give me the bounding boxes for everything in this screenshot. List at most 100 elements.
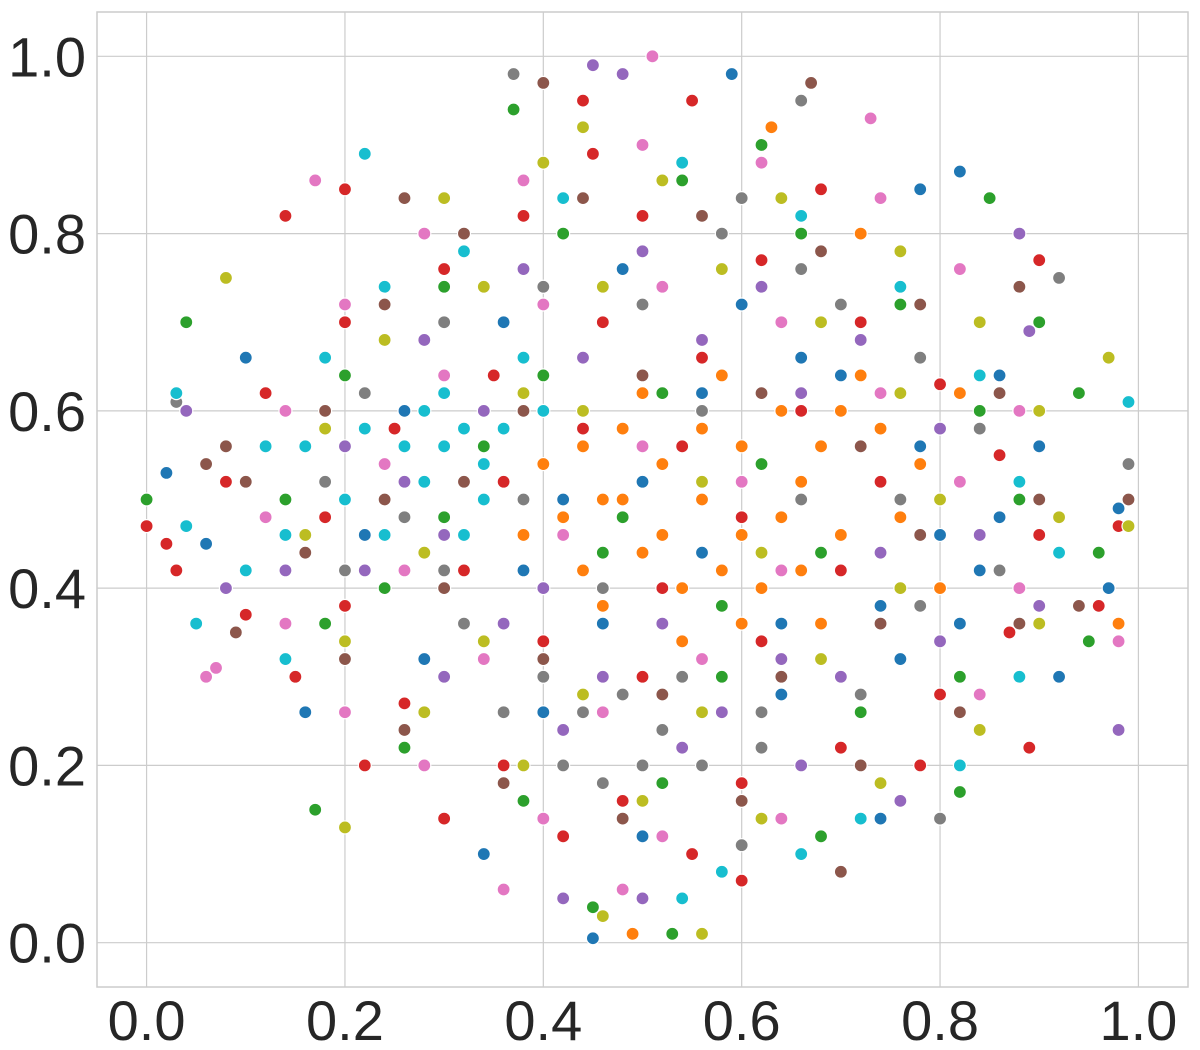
scatter-point [734, 616, 749, 631]
scatter-point [377, 332, 392, 348]
scatter-point [278, 616, 293, 631]
scatter-point [655, 616, 670, 631]
scatter-point [397, 191, 412, 206]
scatter-point [437, 191, 452, 206]
scatter-point [1022, 323, 1037, 339]
scatter-point [536, 279, 551, 294]
scatter-point [932, 634, 948, 649]
scatter-point [635, 244, 650, 259]
scatter-point [714, 864, 729, 879]
scatter-point [288, 669, 303, 684]
scatter-point [199, 536, 214, 551]
scatter-point [794, 492, 809, 507]
scatter-point [675, 439, 690, 454]
plot-area-frame [96, 11, 1189, 988]
scatter-point [169, 386, 184, 401]
scatter-point [179, 315, 194, 330]
scatter-point [397, 563, 412, 578]
scatter-point [873, 776, 888, 791]
scatter-point [714, 368, 729, 383]
scatter-point [456, 474, 472, 489]
scatter-point [675, 891, 690, 906]
scatter-point [337, 563, 353, 578]
scatter-point [585, 146, 601, 161]
scatter-point [893, 510, 908, 525]
scatter-point [992, 386, 1007, 401]
scatter-point [813, 315, 829, 330]
x-tick-label: 0.4 [504, 989, 582, 1050]
scatter-point [1012, 492, 1027, 507]
scatter-point [893, 651, 908, 667]
scatter-point [1111, 501, 1126, 516]
scatter-point [278, 563, 293, 578]
scatter-point [913, 527, 928, 543]
scatter-point [337, 182, 353, 197]
scatter-point [575, 120, 591, 135]
x-axis-tick-labels: 0.0 0.2 0.4 0.6 0.8 1.0 [108, 989, 1178, 1050]
scatter-point [774, 510, 789, 525]
scatter-point [476, 634, 491, 649]
scatter-point [655, 279, 670, 294]
scatter-point [278, 527, 293, 543]
scatter-point [655, 173, 670, 188]
scatter-point [417, 474, 432, 489]
scatter-point [833, 563, 848, 578]
scatter-point [337, 315, 353, 330]
scatter-point [536, 368, 551, 383]
scatter-point [893, 492, 908, 507]
scatter-point [1032, 527, 1047, 543]
scatter-point [754, 137, 769, 153]
scatter-point [1121, 492, 1136, 507]
scatter-point [952, 261, 967, 277]
scatter-point [873, 616, 888, 631]
scatter-point [863, 111, 878, 126]
scatter-point [932, 527, 948, 543]
scatter-point [1101, 581, 1116, 596]
scatter-point [635, 793, 650, 808]
scatter-point [476, 439, 491, 454]
scatter-point [575, 687, 591, 702]
scatter-point [1071, 598, 1087, 613]
scatter-point [635, 758, 650, 773]
scatter-point [675, 634, 690, 649]
scatter-point [734, 439, 749, 454]
scatter-point [794, 350, 809, 365]
scatter-point [893, 244, 908, 259]
scatter-point [278, 651, 293, 667]
scatter-point [387, 421, 402, 436]
scatter-point [417, 332, 432, 348]
scatter-point [258, 439, 273, 454]
scatter-point [873, 386, 888, 401]
scatter-point [595, 705, 610, 720]
scatter-point [913, 598, 928, 613]
scatter-point [506, 66, 521, 82]
scatter-point [655, 581, 670, 596]
scatter-point [536, 651, 551, 667]
scatter-point [833, 527, 848, 543]
scatter-point [516, 173, 531, 188]
scatter-point [655, 456, 670, 472]
scatter-point [714, 669, 729, 684]
scatter-point [675, 173, 690, 188]
scatter-point [913, 182, 928, 197]
scatter-point [218, 581, 234, 596]
scatter-point [556, 758, 571, 773]
scatter-point [337, 651, 353, 667]
scatter-point [278, 492, 293, 507]
scatter-point [982, 191, 997, 206]
scatter-point [585, 900, 601, 915]
scatter-point [575, 93, 591, 108]
scatter-point [337, 598, 353, 613]
scatter-point [615, 421, 630, 436]
scatter-point [298, 439, 313, 454]
scatter-point [734, 838, 749, 853]
scatter-point [754, 811, 769, 826]
scatter-point [337, 634, 353, 649]
scatter-point [536, 297, 551, 312]
scatter-point [774, 191, 789, 206]
scatter-point [397, 403, 412, 418]
scatter-point [853, 332, 868, 348]
scatter-point [1121, 456, 1136, 472]
scatter-point [318, 421, 333, 436]
scatter-point [774, 403, 789, 418]
